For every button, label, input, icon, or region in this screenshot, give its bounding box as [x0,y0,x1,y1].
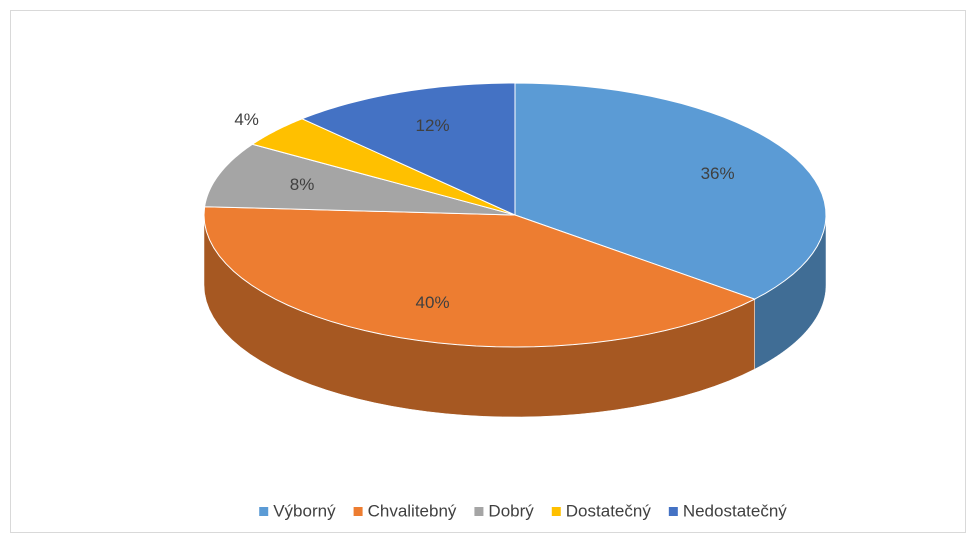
legend-label: Chvalitebný [368,501,457,520]
legend-label: Dostatečný [566,501,652,520]
data-label: 8% [290,175,315,194]
legend-swatch [668,507,678,516]
slice [251,118,516,216]
legend-label: Nedostatečný [683,501,787,520]
legend-label: Výborný [273,501,336,520]
legend-swatch [259,507,269,516]
data-label: 40% [416,293,450,312]
legend-swatch [474,507,484,516]
data-label: 4% [234,110,259,129]
slice [514,82,827,300]
slice [204,143,516,216]
legend-swatch [551,507,561,516]
slice [300,82,516,216]
data-label: 12% [416,116,450,135]
legend-label: Dobrý [488,501,534,520]
slice [203,206,756,348]
legend-swatch [353,507,363,516]
data-label: 36% [701,164,735,183]
